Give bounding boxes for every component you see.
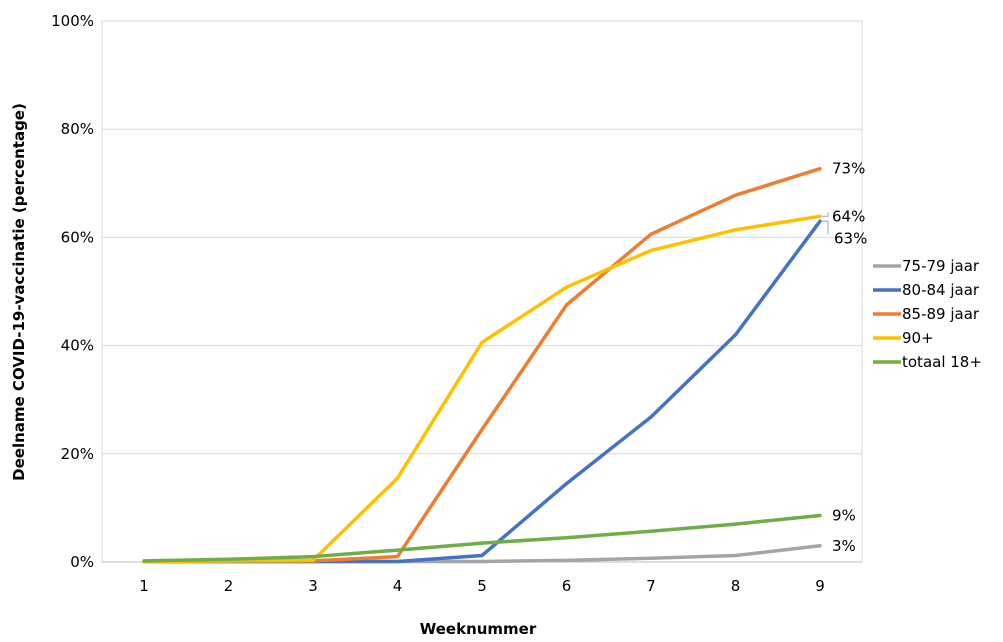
x-axis-title: Weeknummer <box>420 620 537 637</box>
y-tick-label: 0% <box>70 553 94 571</box>
end-label-leader <box>822 212 829 217</box>
end-label: 73% <box>832 160 865 178</box>
y-axis-title: Deelname COVID-19-vaccinatie (percentage… <box>10 103 28 481</box>
series-lines <box>142 166 822 564</box>
x-tick-label: 8 <box>731 577 741 595</box>
end-label-leader <box>822 220 829 235</box>
legend-label: 80-84 jaar <box>902 281 980 299</box>
y-tick-label: 60% <box>61 228 94 246</box>
x-tick-label: 9 <box>815 577 825 595</box>
legend-label: totaal 18+ <box>902 353 982 371</box>
y-tick-label: 20% <box>61 445 94 463</box>
legend-label: 75-79 jaar <box>902 257 980 275</box>
end-label: 3% <box>832 537 856 555</box>
x-tick-label: 5 <box>477 577 487 595</box>
x-tick-label: 2 <box>224 577 234 595</box>
end-labels: 73% 64% 63% 9% 3% <box>822 160 867 555</box>
end-label: 9% <box>832 506 856 524</box>
series-line-85-89-jaar <box>142 166 822 564</box>
gridlines <box>101 20 863 563</box>
y-tick-label: 40% <box>61 337 94 355</box>
legend-label: 85-89 jaar <box>902 305 980 323</box>
x-tick-label: 4 <box>393 577 403 595</box>
y-tick-label: 100% <box>51 12 94 30</box>
legend: 75-79 jaar 80-84 jaar 85-89 jaar 90+ totaal … <box>873 257 982 371</box>
x-tick-label: 3 <box>308 577 318 595</box>
plot-area-frame <box>101 20 863 563</box>
y-tick-label: 80% <box>61 120 94 138</box>
end-label: 63% <box>834 229 867 247</box>
x-tick-label: 7 <box>646 577 656 595</box>
x-tick-label: 6 <box>562 577 572 595</box>
end-label: 64% <box>832 207 865 225</box>
legend-label: 90+ <box>902 329 934 347</box>
axes: 0% 20% 40% 60% 80% 100% 1 2 3 4 5 6 7 8 9 <box>51 12 862 595</box>
series-line-80-84-jaar <box>142 219 822 564</box>
series-line-90- <box>142 214 822 564</box>
series-line-totaal-18- <box>142 513 822 563</box>
x-tick-label: 1 <box>139 577 149 595</box>
